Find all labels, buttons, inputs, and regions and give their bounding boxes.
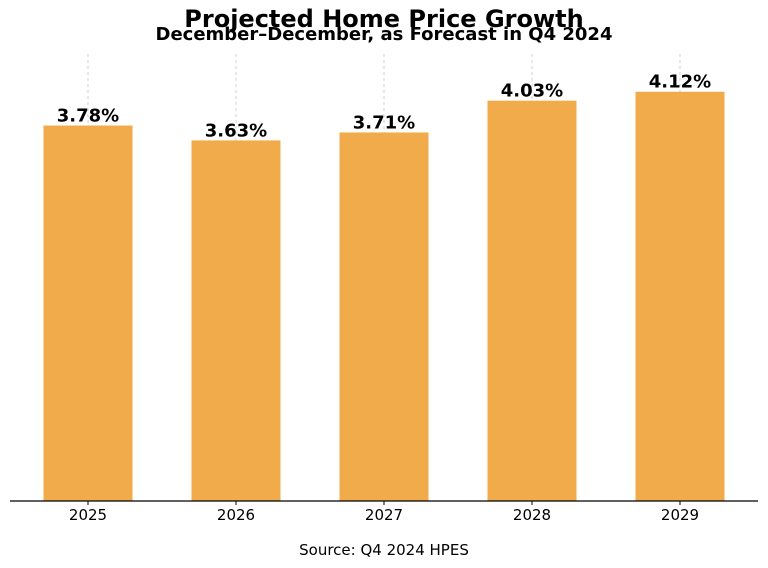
x-tick-label-2027: 2027 [365,506,403,524]
chart-subtitle: December–December, as Forecast in Q4 202… [155,24,613,45]
value-label-layer: 3.78% 3.63% 3.71% 4.03% 4.12% [57,72,711,142]
chart-source: Source: Q4 2024 HPES [299,541,469,559]
bar-2026 [191,140,281,502]
value-label-2028: 4.03% [501,81,563,102]
value-label-2027: 3.71% [353,112,415,133]
x-tick-label-2025: 2025 [69,506,107,524]
value-label-2025: 3.78% [57,106,119,127]
bar-2029 [635,91,725,501]
x-axis: 2025 2026 2027 2028 2029 [10,500,758,524]
value-label-2026: 3.63% [205,120,267,141]
bar-2028 [487,100,577,501]
x-tick-label-2028: 2028 [513,506,551,524]
bar-2027 [339,132,429,501]
bar-2025 [43,125,133,502]
bar-layer [43,91,725,502]
value-label-2029: 4.12% [649,72,711,93]
chart-title: Projected Home Price Growth [184,5,584,33]
x-tick-label-2029: 2029 [661,506,699,524]
x-tick-label-2026: 2026 [217,506,255,524]
